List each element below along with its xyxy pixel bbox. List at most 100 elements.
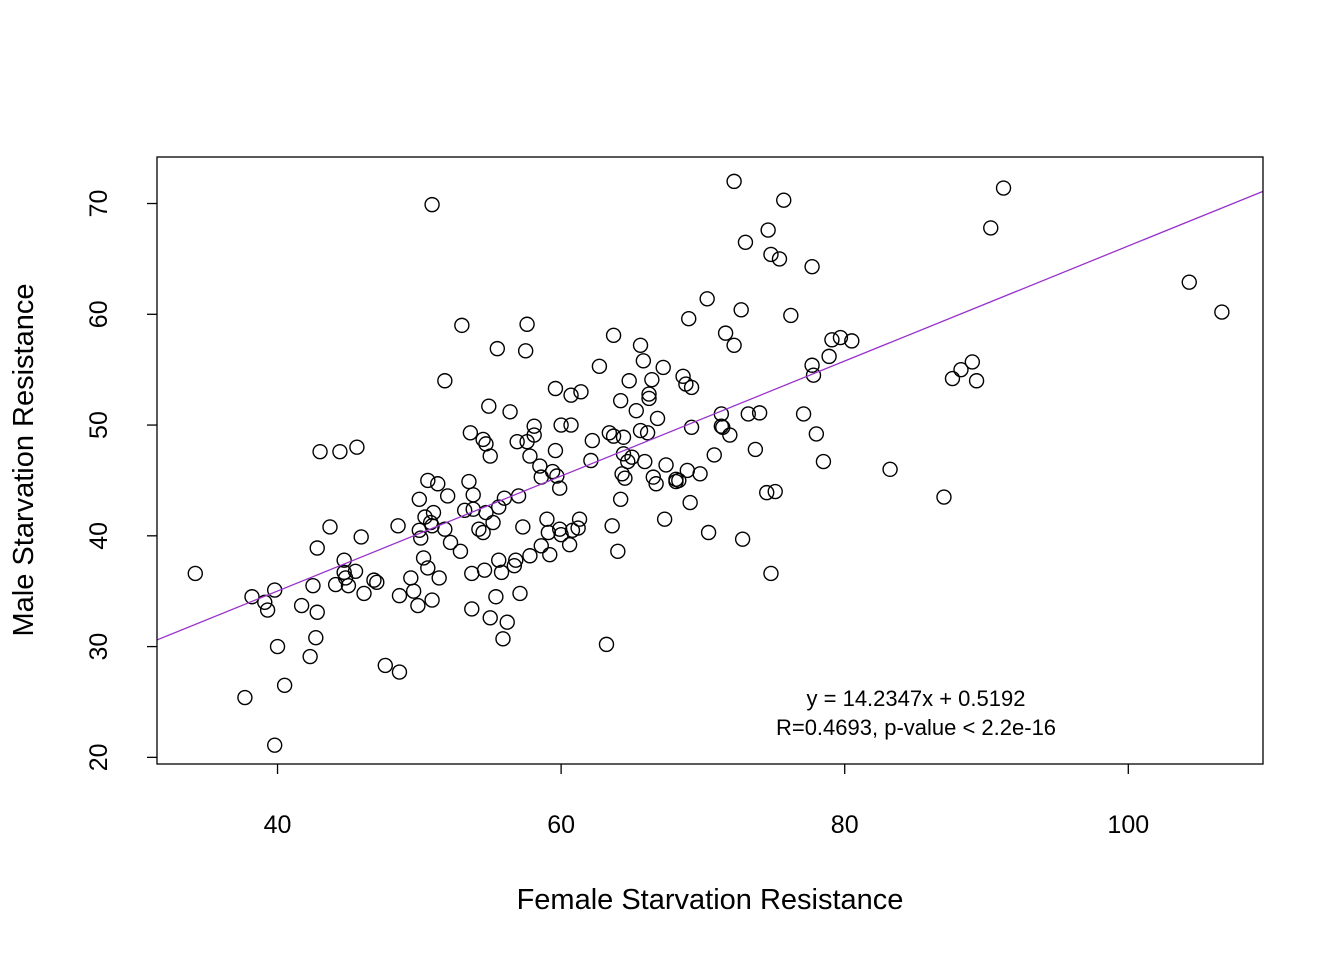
data-point <box>461 473 477 490</box>
data-point <box>767 483 783 500</box>
data-point <box>452 543 469 560</box>
data-point <box>522 548 538 564</box>
data-point <box>464 565 480 582</box>
data-point <box>726 173 742 190</box>
data-point <box>571 511 588 527</box>
data-point <box>747 441 764 458</box>
data-point <box>293 597 310 614</box>
data-point <box>804 357 820 373</box>
data-point <box>517 343 534 359</box>
data-point <box>481 398 497 414</box>
data-point <box>540 524 557 541</box>
x-tick-label: 100 <box>1107 811 1149 839</box>
data-point <box>491 552 507 568</box>
data-point <box>456 502 473 519</box>
data-point <box>656 511 673 527</box>
data-point <box>369 574 385 591</box>
data-point <box>403 570 419 586</box>
data-point <box>617 470 633 486</box>
data-point <box>692 466 708 482</box>
data-point <box>532 458 548 474</box>
data-point <box>425 504 442 521</box>
data-point <box>308 630 324 646</box>
data-point <box>437 521 453 537</box>
data-point <box>519 316 535 332</box>
data-point <box>563 417 579 433</box>
data-point <box>771 251 788 267</box>
data-point <box>671 472 687 489</box>
data-point <box>553 527 569 543</box>
data-point <box>410 597 426 614</box>
data-point <box>641 386 657 402</box>
data-point <box>544 463 561 480</box>
y-tick-label: 40 <box>85 522 113 550</box>
data-point <box>644 371 660 388</box>
data-point <box>509 433 525 450</box>
data-point <box>482 610 498 626</box>
data-point <box>760 222 776 238</box>
regression-line <box>156 190 1264 641</box>
data-point <box>347 563 364 579</box>
data-point <box>305 577 321 594</box>
data-point <box>417 509 433 525</box>
data-point <box>726 337 742 354</box>
data-point <box>763 246 779 263</box>
data-point <box>257 594 273 610</box>
data-point <box>442 534 459 551</box>
data-point <box>844 333 860 349</box>
data-point <box>649 410 666 427</box>
data-point <box>815 453 832 470</box>
y-tick-label: 30 <box>85 633 113 661</box>
data-point <box>495 631 511 647</box>
x-tick-label: 40 <box>264 811 292 839</box>
data-point <box>821 348 837 365</box>
data-point <box>737 234 754 250</box>
data-point <box>482 448 498 464</box>
data-point <box>706 447 722 463</box>
data-point <box>415 550 432 566</box>
data-point <box>675 368 691 385</box>
data-point <box>476 562 493 578</box>
data-point <box>431 570 447 586</box>
data-point <box>322 519 338 535</box>
data-point <box>573 384 589 400</box>
data-point <box>1214 304 1230 320</box>
data-point <box>700 524 717 541</box>
data-point <box>465 487 481 503</box>
data-point <box>462 425 479 441</box>
data-point <box>512 585 528 602</box>
data-point <box>424 592 440 608</box>
x-tick-label: 80 <box>831 811 859 839</box>
data-point <box>244 589 260 605</box>
data-point <box>454 317 470 334</box>
data-point <box>312 443 328 460</box>
data-point <box>734 531 751 547</box>
data-point <box>759 484 775 501</box>
data-point <box>968 373 985 389</box>
data-point <box>964 354 981 370</box>
data-point <box>776 192 792 208</box>
data-point <box>327 576 344 593</box>
data-point <box>639 425 656 441</box>
data-point <box>424 196 440 213</box>
data-point <box>795 406 812 422</box>
data-point <box>508 552 524 568</box>
data-point <box>648 476 664 492</box>
data-point <box>632 337 649 354</box>
data-point <box>936 489 952 505</box>
data-point <box>683 379 700 396</box>
data-point <box>489 340 506 357</box>
data-point <box>612 392 629 409</box>
data-point <box>506 558 523 574</box>
data-point <box>471 521 487 537</box>
regression-statistics: R=0.4693, p-value < 2.2e-16 <box>776 715 1056 740</box>
data-point <box>681 311 697 327</box>
data-point <box>683 419 700 435</box>
data-point <box>309 604 325 620</box>
data-point <box>533 538 549 554</box>
data-point <box>953 361 969 378</box>
data-point <box>366 572 382 588</box>
data-point <box>553 417 569 433</box>
data-point <box>751 405 768 421</box>
